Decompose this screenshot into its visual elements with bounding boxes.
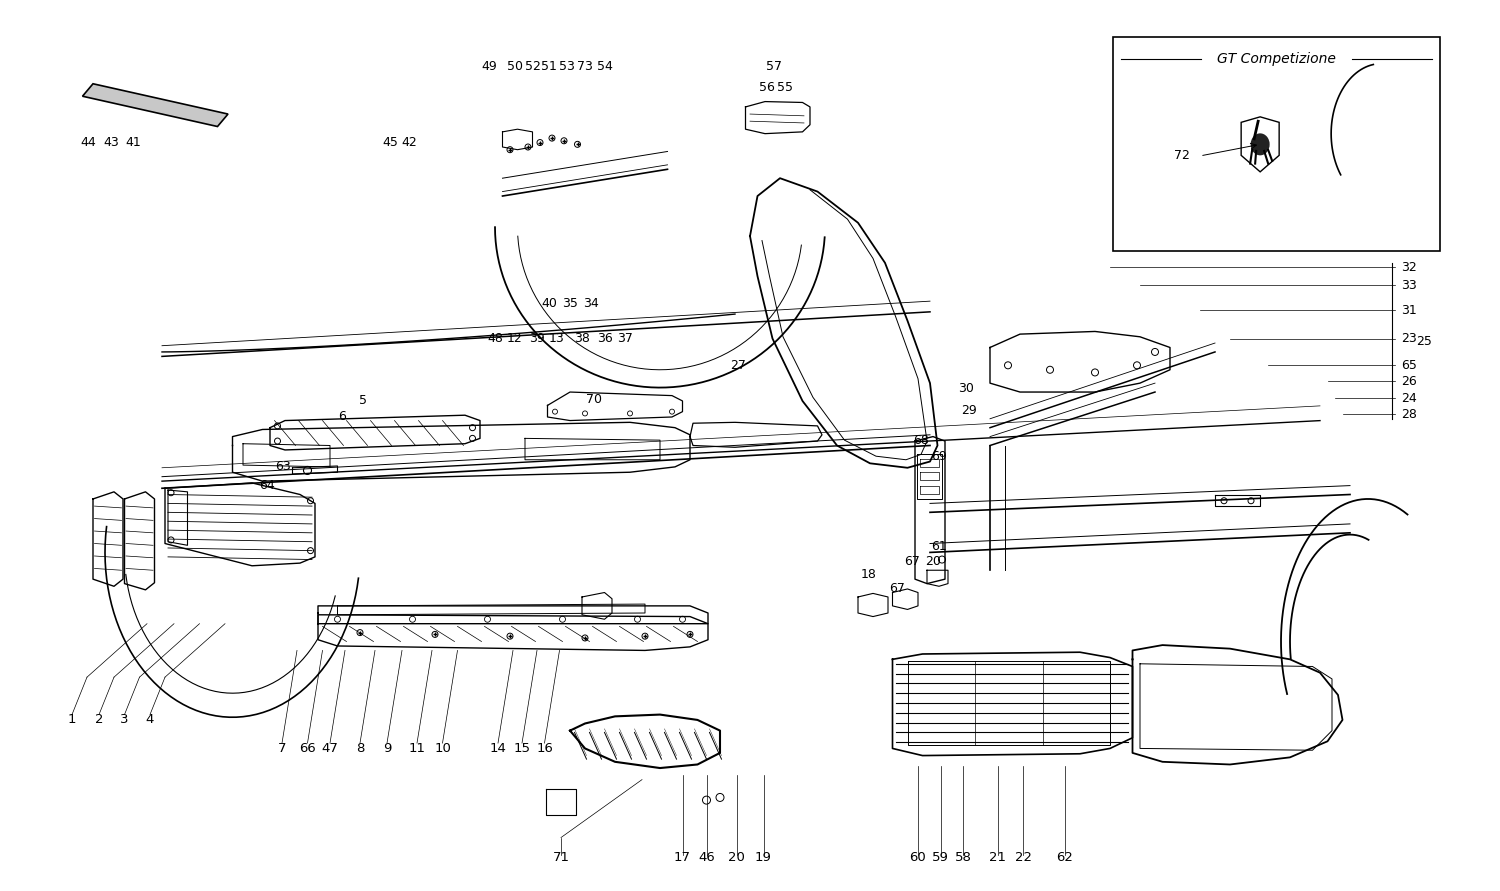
Text: 56: 56 <box>759 81 774 94</box>
Text: 16: 16 <box>536 742 554 755</box>
Text: 68: 68 <box>914 434 928 446</box>
Text: 48: 48 <box>488 332 502 345</box>
Text: 36: 36 <box>597 332 612 345</box>
Text: 32: 32 <box>1401 261 1416 274</box>
Text: 58: 58 <box>954 851 972 863</box>
Text: 69: 69 <box>932 450 946 462</box>
Text: 6: 6 <box>338 410 346 422</box>
Text: 2: 2 <box>94 714 104 726</box>
Text: 61: 61 <box>932 540 946 552</box>
Text: 20: 20 <box>728 851 746 863</box>
Text: 46: 46 <box>698 851 715 863</box>
Text: 35: 35 <box>562 298 578 310</box>
Text: 50: 50 <box>507 61 522 73</box>
Text: 14: 14 <box>489 742 507 755</box>
Text: 47: 47 <box>321 742 339 755</box>
Text: 41: 41 <box>126 136 141 149</box>
Text: 27: 27 <box>730 359 746 372</box>
Text: 1: 1 <box>68 714 76 726</box>
Text: 71: 71 <box>552 851 570 863</box>
Text: 67: 67 <box>904 555 920 568</box>
Text: GT Competizione: GT Competizione <box>1216 53 1336 67</box>
Text: 73: 73 <box>578 61 592 73</box>
Text: 59: 59 <box>932 851 950 863</box>
Text: 15: 15 <box>513 742 531 755</box>
Text: 7: 7 <box>278 742 286 755</box>
Bar <box>1113 37 1440 251</box>
Text: 31: 31 <box>1401 304 1416 316</box>
Text: 37: 37 <box>618 332 633 345</box>
Text: 4: 4 <box>146 714 154 726</box>
Text: 55: 55 <box>777 81 792 94</box>
Text: 64: 64 <box>260 479 274 492</box>
Text: 10: 10 <box>433 742 451 755</box>
Text: 43: 43 <box>104 136 118 149</box>
Text: 29: 29 <box>962 405 976 417</box>
Text: 26: 26 <box>1401 375 1416 388</box>
Text: 51: 51 <box>542 61 556 73</box>
Text: 17: 17 <box>674 851 692 863</box>
Text: 52: 52 <box>525 61 540 73</box>
Text: 40: 40 <box>542 298 556 310</box>
Text: 30: 30 <box>958 382 974 395</box>
Text: 62: 62 <box>1056 851 1074 863</box>
Text: 67: 67 <box>890 582 904 594</box>
Text: 23: 23 <box>1401 332 1416 345</box>
Text: 72: 72 <box>1174 150 1190 162</box>
Polygon shape <box>82 84 228 127</box>
Text: 42: 42 <box>402 136 417 149</box>
Text: 65: 65 <box>1401 359 1417 372</box>
Text: 60: 60 <box>909 851 927 863</box>
Text: 28: 28 <box>1401 408 1417 421</box>
Text: 12: 12 <box>507 332 522 345</box>
Text: 63: 63 <box>276 461 291 473</box>
Text: 53: 53 <box>560 61 574 73</box>
Text: 33: 33 <box>1401 279 1416 291</box>
Text: 19: 19 <box>754 851 772 863</box>
Text: 18: 18 <box>861 568 876 581</box>
Text: 70: 70 <box>586 393 602 405</box>
Polygon shape <box>1240 117 1280 172</box>
Text: 22: 22 <box>1014 851 1032 863</box>
Ellipse shape <box>1251 134 1269 155</box>
Text: 9: 9 <box>382 742 392 755</box>
Text: 66: 66 <box>298 742 316 755</box>
Text: 44: 44 <box>81 136 96 149</box>
Text: 21: 21 <box>988 851 1006 863</box>
Text: 13: 13 <box>549 332 564 345</box>
Text: 24: 24 <box>1401 392 1416 405</box>
Text: 39: 39 <box>530 332 544 345</box>
Text: 38: 38 <box>574 332 590 345</box>
Text: 45: 45 <box>382 136 398 149</box>
Text: 25: 25 <box>1416 335 1432 347</box>
Text: 20: 20 <box>926 555 940 568</box>
Text: 57: 57 <box>766 61 782 73</box>
Text: 34: 34 <box>584 298 598 310</box>
Text: 54: 54 <box>597 61 612 73</box>
Text: 8: 8 <box>356 742 364 755</box>
Text: 49: 49 <box>482 61 496 73</box>
Text: 5: 5 <box>358 395 368 407</box>
Text: 3: 3 <box>120 714 129 726</box>
Text: 11: 11 <box>408 742 426 755</box>
